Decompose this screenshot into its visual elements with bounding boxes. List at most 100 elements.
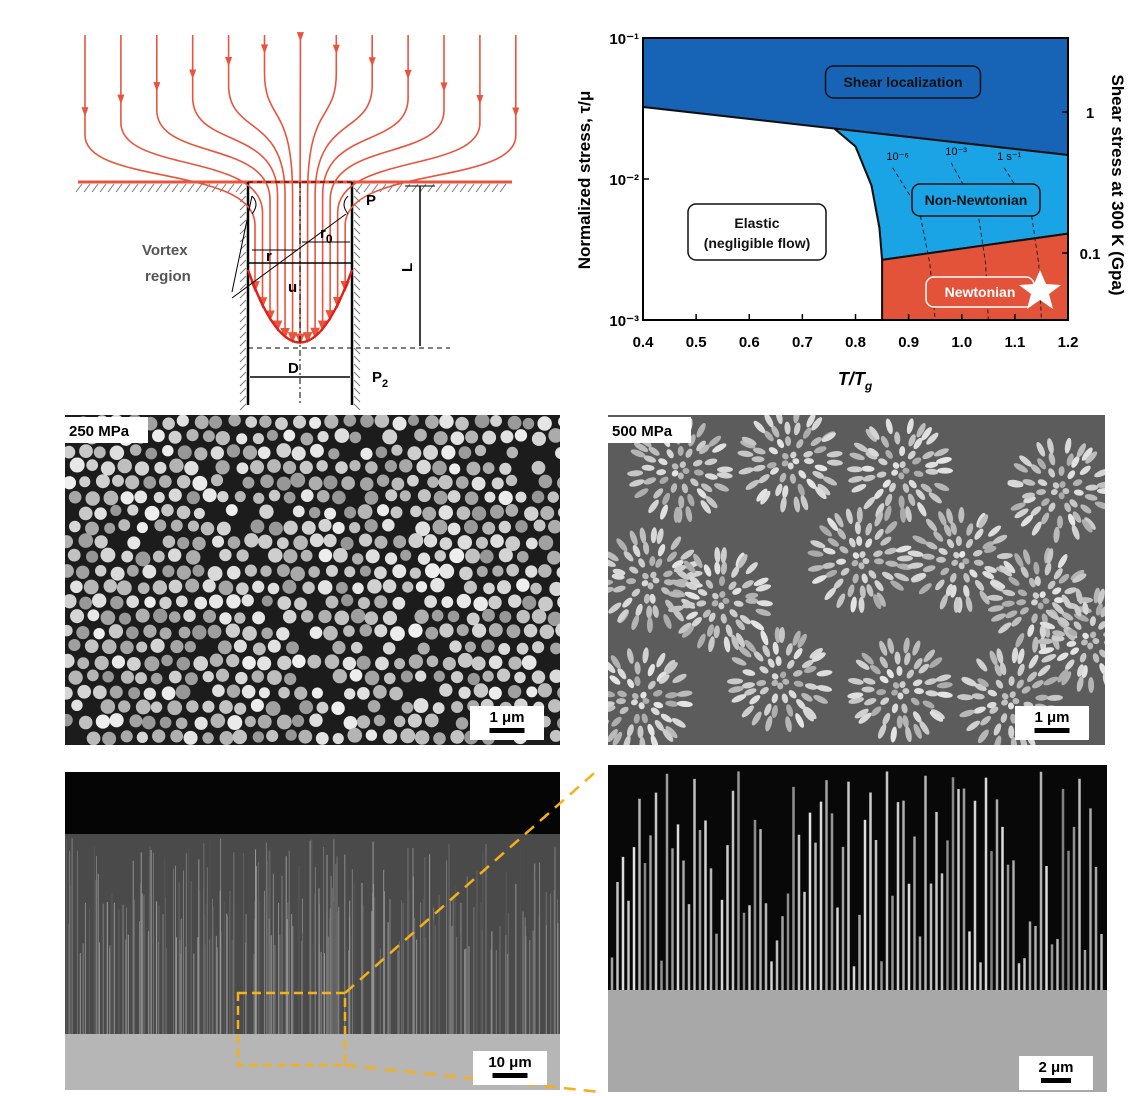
particle (350, 641, 363, 654)
particle (100, 610, 116, 626)
particle (186, 429, 199, 442)
rod (907, 450, 916, 460)
rod (905, 506, 912, 523)
rod (671, 559, 684, 569)
rod (1104, 592, 1117, 609)
particle (103, 579, 117, 593)
particle (284, 672, 297, 686)
streamline (317, 35, 409, 332)
rod (665, 700, 679, 707)
rod (945, 583, 953, 597)
particle (103, 490, 119, 506)
rod (1009, 691, 1016, 699)
particle (144, 656, 160, 672)
rod (1071, 524, 1080, 540)
rod (764, 415, 774, 428)
rod (864, 698, 877, 706)
rod (936, 691, 953, 698)
rod (691, 617, 702, 627)
rod (697, 589, 708, 596)
particle (65, 535, 73, 549)
rod (858, 562, 865, 570)
rod (793, 680, 804, 687)
particle (414, 609, 429, 624)
rod (779, 472, 787, 483)
panel-e-image (65, 772, 560, 1090)
rod (861, 573, 868, 584)
particle (547, 550, 560, 565)
particle (441, 596, 454, 609)
rod (1008, 676, 1015, 687)
particle (162, 565, 175, 578)
particle (332, 521, 345, 535)
particle (250, 460, 265, 475)
particle (407, 474, 419, 487)
particle (415, 670, 427, 682)
rod (587, 689, 604, 697)
rod (793, 422, 801, 436)
particle (252, 731, 265, 743)
particle (496, 668, 511, 682)
rod (617, 667, 627, 680)
rod (1077, 664, 1084, 677)
rod (921, 427, 932, 441)
rod (642, 647, 649, 664)
particle (257, 656, 272, 671)
particle (301, 520, 316, 535)
particle (391, 477, 405, 491)
rod (749, 695, 761, 705)
rod (874, 580, 884, 592)
streamline (340, 35, 517, 292)
rod (714, 547, 721, 564)
particle (548, 428, 560, 443)
streamline (325, 35, 445, 322)
hatch (239, 387, 247, 395)
rod (982, 570, 995, 580)
rod (683, 560, 696, 574)
particle (367, 699, 381, 713)
particle (407, 713, 422, 728)
particle (384, 552, 398, 565)
rod (680, 549, 695, 560)
hatch (353, 379, 361, 387)
rod (854, 708, 869, 719)
particle (457, 535, 473, 550)
particle (324, 415, 339, 429)
particle (294, 597, 307, 611)
particle (374, 535, 388, 549)
rod (966, 523, 974, 536)
rod (1014, 553, 1024, 568)
particle (399, 490, 411, 502)
particle (439, 563, 455, 579)
particle (425, 415, 439, 429)
particle (498, 520, 512, 534)
particle (490, 534, 504, 548)
rod (822, 547, 836, 555)
rod (739, 614, 751, 625)
rod (867, 447, 879, 457)
particle (531, 490, 545, 504)
rod (865, 522, 873, 536)
rod (803, 458, 814, 465)
particle (550, 642, 560, 655)
particle (168, 430, 182, 444)
flow-arrow (81, 107, 89, 117)
rod (845, 508, 853, 525)
particle (100, 547, 116, 563)
rod (1037, 664, 1051, 677)
rod (793, 647, 803, 660)
rod (915, 489, 926, 500)
particle (342, 656, 357, 671)
particle (447, 522, 461, 536)
rod (1052, 630, 1066, 637)
particle (118, 519, 131, 532)
particle (376, 504, 390, 517)
rod (859, 551, 866, 558)
particle (464, 491, 479, 505)
rod (996, 552, 1013, 560)
particle (317, 580, 333, 595)
rod (742, 580, 754, 589)
top-dark (65, 772, 560, 834)
rod (702, 609, 711, 618)
rod (1081, 519, 1093, 533)
